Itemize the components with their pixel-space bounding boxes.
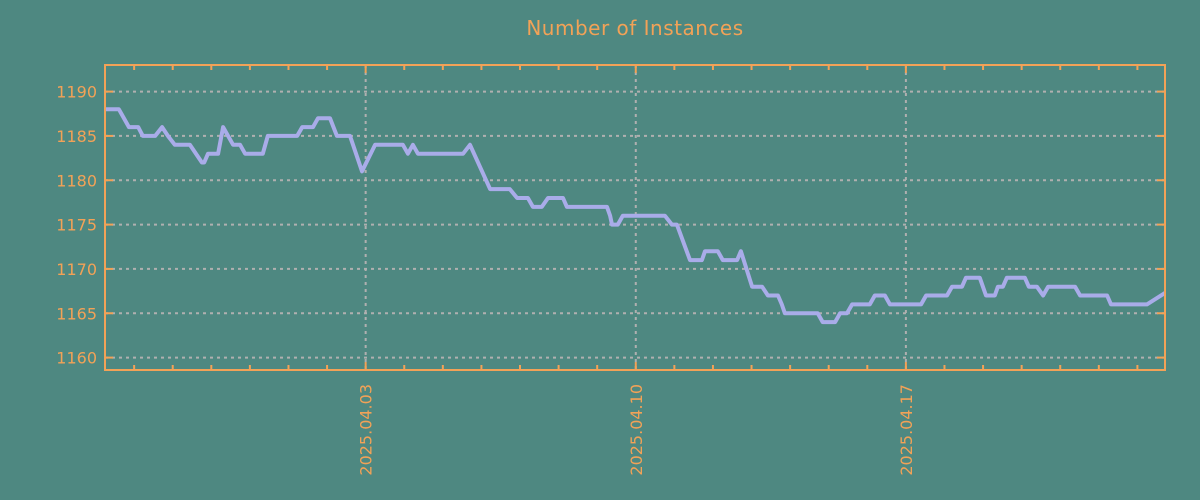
y-tick-label: 1185 — [56, 127, 97, 146]
x-tick-label: 2025.04.03 — [357, 384, 376, 476]
y-tick-label: 1160 — [56, 349, 97, 368]
chart-title: Number of Instances — [526, 16, 744, 40]
y-tick-label: 1180 — [56, 171, 97, 190]
y-tick-label: 1190 — [56, 83, 97, 102]
y-tick-label: 1170 — [56, 260, 97, 279]
x-tick-label: 2025.04.10 — [627, 384, 646, 476]
y-tick-label: 1175 — [56, 216, 97, 235]
series-line — [105, 107, 1167, 325]
x-tick-label: 2025.04.17 — [897, 384, 916, 476]
y-tick-label: 1165 — [56, 304, 97, 323]
